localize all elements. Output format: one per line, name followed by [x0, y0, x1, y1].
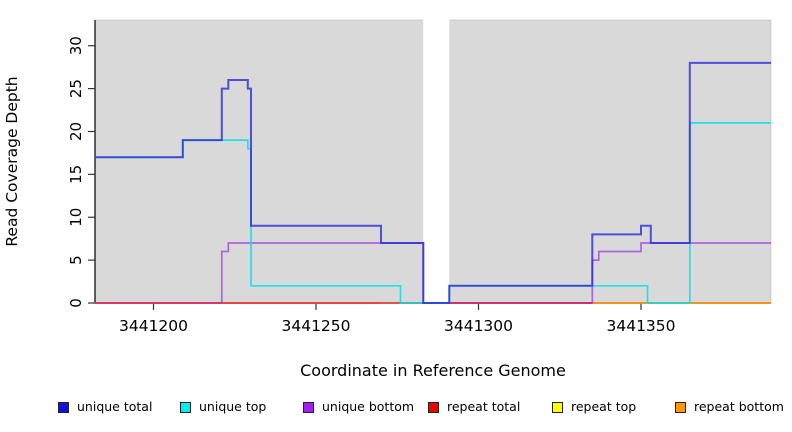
legend-swatch-unique-top: [180, 401, 191, 413]
x-tick-label: 3441350: [606, 317, 675, 335]
x-tick-label: 3441250: [281, 317, 350, 335]
legend-swatch-unique-total: [58, 401, 69, 413]
y-tick-label: 0: [67, 298, 85, 308]
legend-item-unique-total: unique total: [58, 400, 152, 414]
y-tick-label: 15: [67, 165, 85, 184]
legend-label: repeat top: [571, 399, 637, 414]
missing-data-gap: [423, 19, 450, 303]
legend-item-unique-bottom: unique bottom: [303, 400, 414, 414]
legend-label: repeat bottom: [694, 399, 784, 414]
legend-swatch-repeat-total: [428, 401, 439, 413]
y-tick-label: 10: [67, 208, 85, 227]
legend-swatch-repeat-bottom: [675, 401, 686, 413]
y-axis-title: Read Coverage Depth: [3, 76, 21, 246]
legend-label: unique total: [77, 399, 153, 414]
legend-swatch-repeat-top: [552, 401, 563, 413]
legend-item-unique-top: unique top: [180, 400, 266, 414]
x-tick-label: 3441300: [444, 317, 513, 335]
legend-label: unique top: [199, 399, 267, 414]
y-tick-label: 30: [67, 36, 85, 55]
legend-item-repeat-top: repeat top: [552, 400, 636, 414]
legend-label: unique bottom: [322, 399, 415, 414]
legend-swatch-unique-bottom: [303, 401, 314, 413]
y-tick-label: 20: [67, 122, 85, 141]
coverage-chart: 3441200 3441250 3441300 3441350 0 5 10 15 20 25 30…: [3, 19, 772, 380]
legend-item-repeat-bottom: repeat bottom: [675, 400, 784, 414]
x-axis-title: Coordinate in Reference Genome: [300, 361, 566, 380]
x-tick-label: 3441200: [119, 317, 188, 335]
y-tick-label: 5: [67, 255, 85, 265]
y-tick-label: 25: [67, 79, 85, 98]
legend-label: repeat total: [447, 399, 521, 414]
unique-total-line: [95, 61, 771, 304]
legend-item-repeat-total: repeat total: [428, 400, 520, 414]
